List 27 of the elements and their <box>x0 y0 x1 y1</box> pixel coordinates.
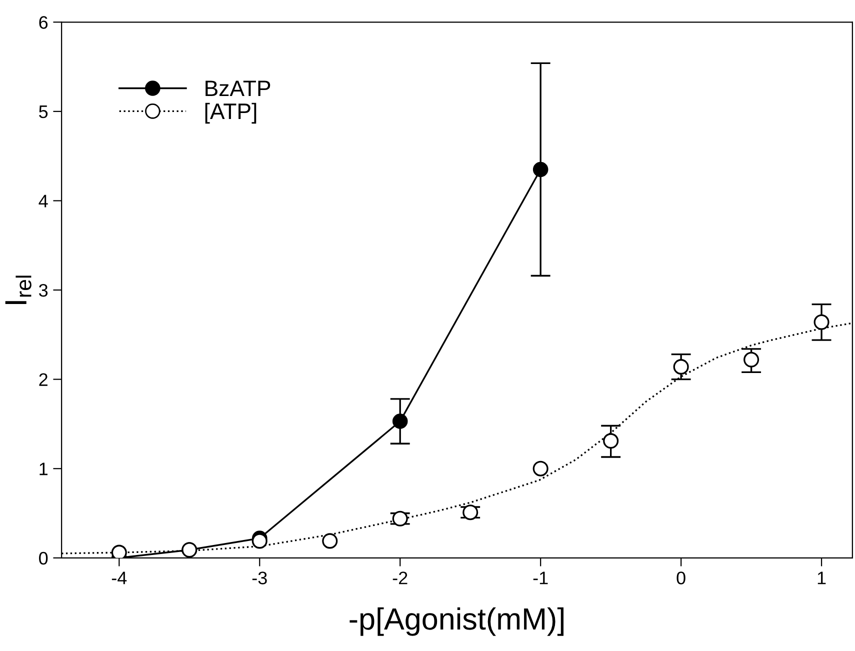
y-tick-label: 1 <box>40 462 48 476</box>
x-tick-label: 1 <box>818 572 826 584</box>
y-tick-label: 3 <box>39 284 48 297</box>
point <box>462 504 478 520</box>
y-tick-label: 4 <box>38 194 48 208</box>
x-axis-title: -p[Agonist(mM)] <box>350 607 564 636</box>
point <box>252 533 268 549</box>
legend-label: BzATP <box>206 80 270 96</box>
point <box>532 460 548 476</box>
point <box>111 544 127 558</box>
x-tick-label: -1 <box>533 572 548 584</box>
y-tick-label: 5 <box>39 106 48 118</box>
x-tick-label: 0 <box>676 572 686 584</box>
legend-label: [ATP] <box>205 102 256 124</box>
x-tick-label: -3 <box>252 572 267 584</box>
y-tick-label: 2 <box>39 373 48 386</box>
y-tick-label: 6 <box>39 16 48 29</box>
point <box>814 314 830 330</box>
point <box>744 352 760 368</box>
y-axis-title: I$_{rel}$ <box>5 276 32 304</box>
point <box>392 510 408 526</box>
y-tick-label: 0 <box>39 552 48 565</box>
point <box>673 359 689 375</box>
point <box>603 433 619 449</box>
x-tick-label: -4 <box>112 572 127 584</box>
x-tick-label: -2 <box>392 572 408 584</box>
point <box>322 533 338 549</box>
